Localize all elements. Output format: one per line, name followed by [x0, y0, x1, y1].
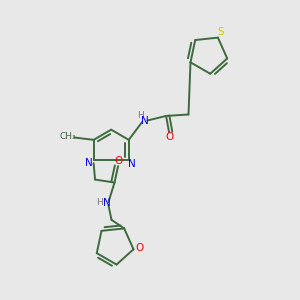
Text: N: N	[141, 116, 149, 126]
Text: N: N	[85, 158, 93, 168]
Text: S: S	[218, 27, 224, 37]
Text: N: N	[128, 159, 136, 169]
Text: O: O	[115, 156, 123, 166]
Text: H: H	[137, 112, 144, 121]
Text: N: N	[103, 198, 111, 208]
Text: CH₃: CH₃	[60, 132, 76, 141]
Text: H: H	[96, 198, 103, 207]
Text: O: O	[135, 243, 144, 254]
Text: O: O	[166, 132, 174, 142]
